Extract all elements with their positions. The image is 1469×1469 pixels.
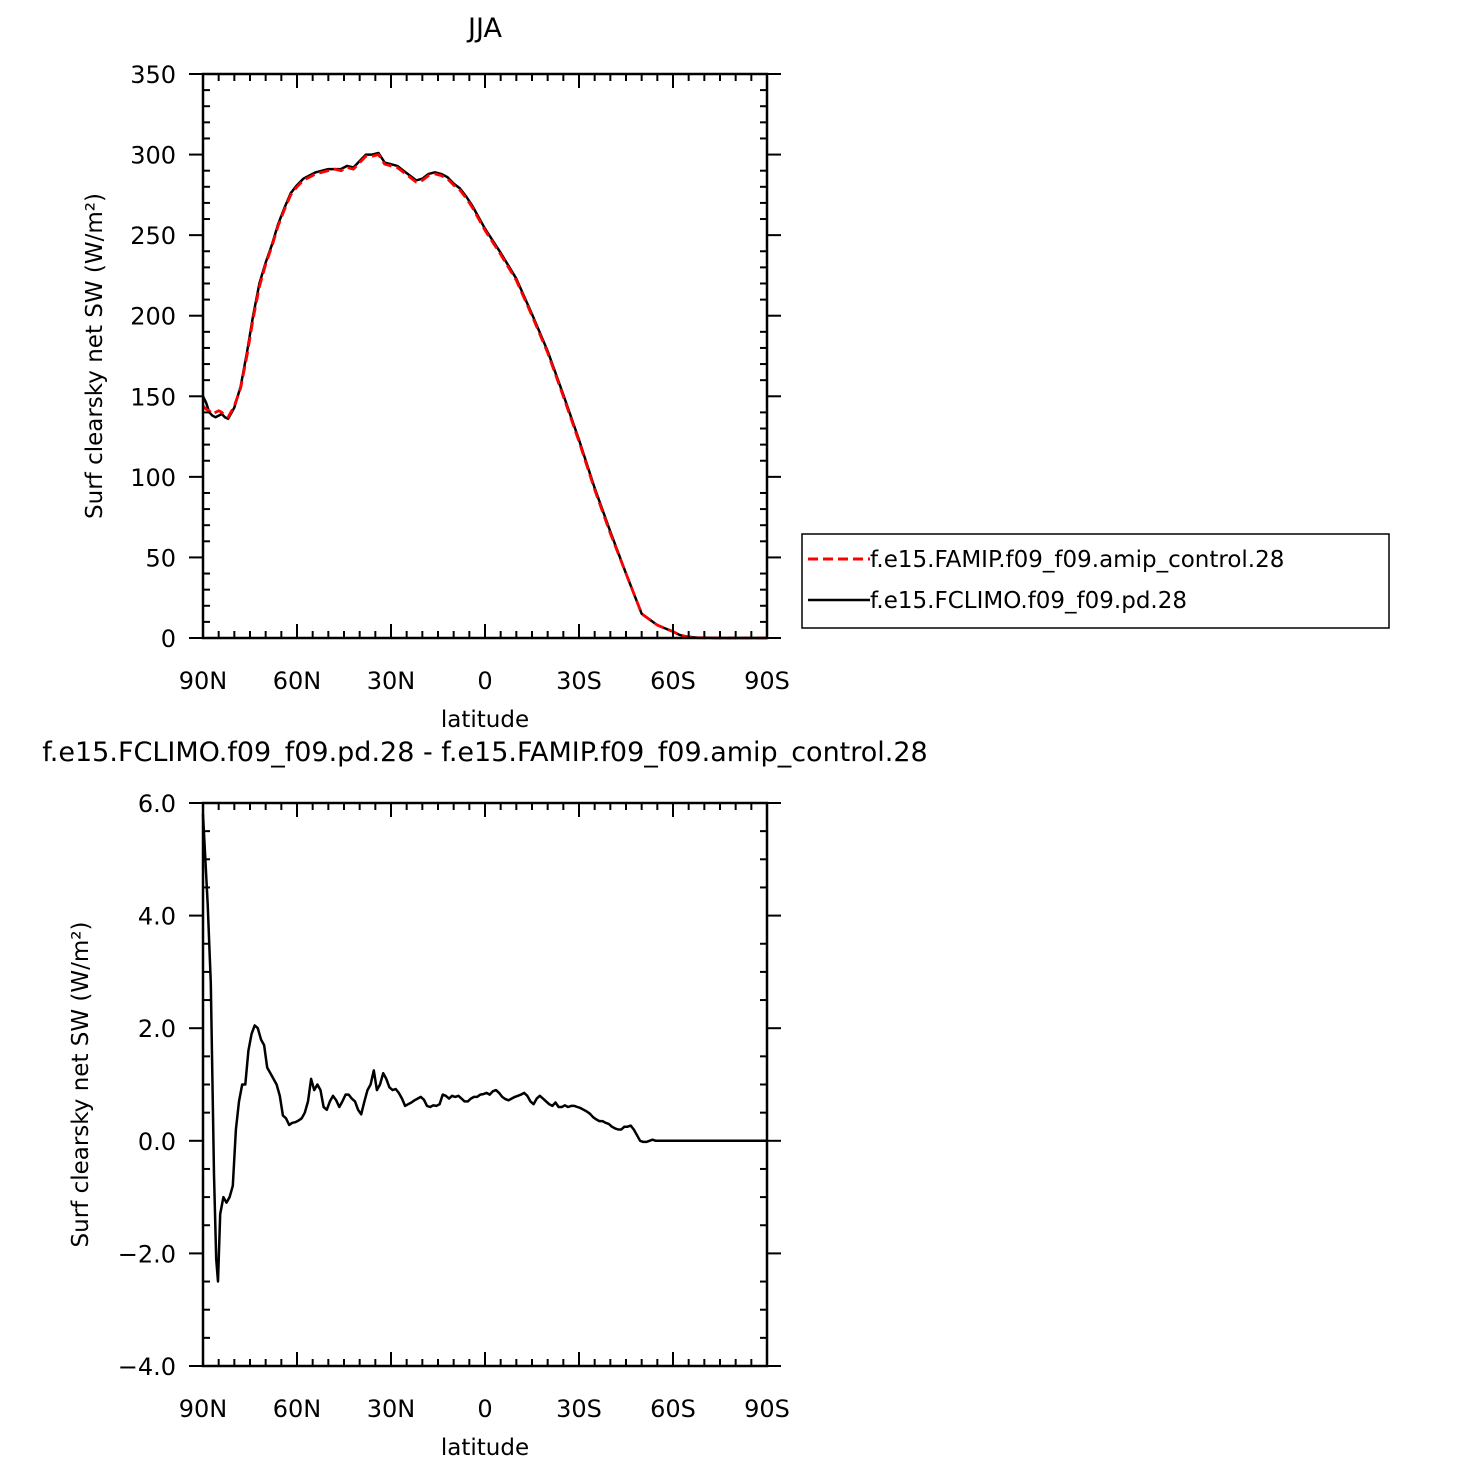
bottom-plot-series-layer [201, 814, 767, 1283]
top-series-fclimo-line [201, 151, 767, 640]
top-chart-title: JJA [466, 13, 502, 44]
bottom-x-tick-label: 90N [179, 1395, 228, 1423]
top-x-tick-label: 60N [273, 667, 322, 695]
bottom-y-tick-label: 6.0 [138, 790, 176, 818]
bottom-series-difference-line [201, 814, 767, 1283]
top-y-tick-label: 300 [130, 142, 176, 170]
top-y-tick-label: 200 [130, 303, 176, 331]
bottom-x-tick-label: 60N [273, 1395, 322, 1423]
top-y-tick-label: 350 [130, 61, 176, 89]
top-plot-frame [201, 72, 769, 640]
bottom-y-tick-label: −2.0 [118, 1240, 176, 1268]
bottom-x-tick-label: 60S [650, 1395, 696, 1423]
top-y-tick-label: 0 [161, 625, 176, 653]
top-x-tick-label: 30N [367, 667, 416, 695]
bottom-plot-frame [201, 801, 769, 1368]
bottom-x-tick-label: 30N [367, 1395, 416, 1423]
legend-box [801, 533, 1390, 629]
top-x-tick-label: 90S [744, 667, 790, 695]
legend: f.e15.FAMIP.f09_f09.amip_control.28 f.e1… [801, 533, 1390, 629]
top-x-tick-label: 30S [556, 667, 602, 695]
bottom-y-tick-label: 2.0 [138, 1015, 176, 1043]
bottom-plot-x-axis-label: latitude [441, 1435, 529, 1461]
top-y-tick-label: 250 [130, 222, 176, 250]
top-plot-x-axis-label: latitude [441, 707, 529, 733]
top-plot-ticks [189, 73, 781, 639]
top-x-tick-label: 60S [650, 667, 696, 695]
legend-label-famip: f.e15.FAMIP.f09_f09.amip_control.28 [870, 547, 1284, 573]
bottom-chart-title: f.e15.FCLIMO.f09_f09.pd.28 - f.e15.FAMIP… [42, 737, 927, 768]
top-x-tick-label: 90N [179, 667, 228, 695]
top-y-tick-label: 150 [130, 383, 176, 411]
bottom-y-tick-label: 0.0 [138, 1128, 176, 1156]
top-y-tick-label: 50 [145, 544, 176, 572]
bottom-y-tick-label: 4.0 [138, 903, 176, 931]
top-plot-series-layer [201, 151, 767, 640]
top-y-tick-label: 100 [130, 464, 176, 492]
bottom-plot-y-axis-label: Surf clearsky net SW (W/m²) [68, 922, 94, 1248]
bottom-x-tick-label: 0 [477, 1395, 492, 1423]
top-series-famip-line [201, 153, 767, 640]
top-plot: 90N 60N 30N 0 30S 60S 90S 0 50 100 150 200 250 300 350… [82, 61, 790, 733]
top-plot-tick-labels: 90N 60N 30N 0 30S 60S 90S 0 50 100 150 200 250 300 350 [130, 61, 790, 695]
bottom-y-tick-label: −4.0 [118, 1353, 176, 1381]
legend-label-fclimo: f.e15.FCLIMO.f09_f09.pd.28 [870, 588, 1187, 614]
bottom-plot: 90N 60N 30N 0 30S 60S 90S−4.0−2.00.02.04.06.0 … [68, 790, 790, 1461]
bottom-x-tick-label: 30S [556, 1395, 602, 1423]
top-x-tick-label: 0 [477, 667, 492, 695]
top-plot-y-axis-label: Surf clearsky net SW (W/m²) [82, 193, 108, 519]
bottom-plot-tick-labels: 90N 60N 30N 0 30S 60S 90S −4.0 −2.0 0.0 2.0 4.0 6.0 [118, 790, 790, 1423]
bottom-x-tick-label: 90S [744, 1395, 790, 1423]
